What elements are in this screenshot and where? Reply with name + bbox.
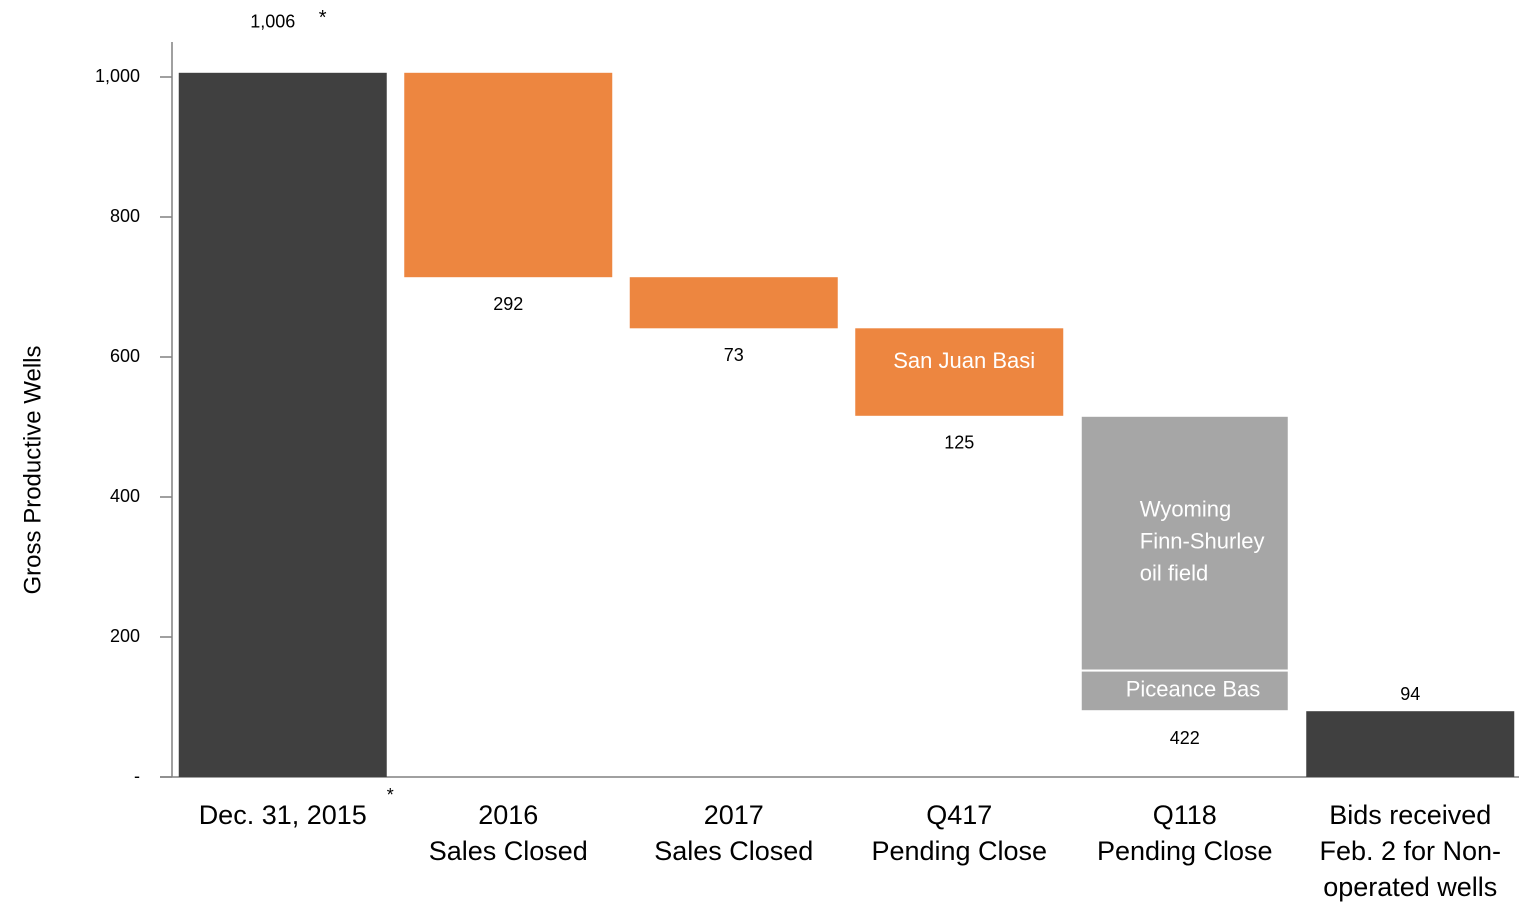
bar-note: San Juan Basi <box>893 348 1035 373</box>
bar-segment <box>1079 669 1290 713</box>
value-marker: * <box>319 7 327 29</box>
y-tick-label: 1,000 <box>95 66 140 86</box>
value-label: 73 <box>724 345 744 365</box>
x-tick-label: Pending Close <box>1097 836 1273 866</box>
y-tick-label: 800 <box>110 206 140 226</box>
segment-label: Finn-Shurley <box>1140 529 1265 554</box>
bar <box>404 72 613 278</box>
y-axis-title: Gross Productive Wells <box>19 346 46 595</box>
x-tick-label: 2016 <box>478 800 538 830</box>
x-tick-label: Sales Closed <box>429 836 588 866</box>
y-tick-label: 400 <box>110 486 140 506</box>
segment-label: Wyoming <box>1140 497 1232 522</box>
bar <box>1306 711 1515 777</box>
bar <box>629 277 838 329</box>
x-tick-label: Feb. 2 for Non- <box>1319 836 1501 866</box>
x-tick-label: operated wells <box>1323 872 1497 902</box>
y-tick-label: 200 <box>110 626 140 646</box>
segment-label: Piceance Bas <box>1126 677 1261 702</box>
x-tick-label: Sales Closed <box>654 836 813 866</box>
value-label: 292 <box>493 294 523 314</box>
value-label: 125 <box>944 433 974 453</box>
bar-segment <box>1079 414 1290 672</box>
x-tick-label: 2017 <box>704 800 764 830</box>
x-tick-label: Q417 <box>926 800 992 830</box>
value-label: 422 <box>1170 728 1200 748</box>
y-tick-label: - <box>134 766 140 786</box>
segment-label: oil field <box>1140 561 1208 586</box>
value-label: 94 <box>1400 684 1420 704</box>
category-marker: * <box>387 785 394 805</box>
y-tick-label: 600 <box>110 346 140 366</box>
value-label: 1,006 <box>250 12 295 32</box>
x-tick-label: Q118 <box>1153 800 1217 830</box>
x-tick-label: Dec. 31, 2015 <box>199 800 367 830</box>
bar <box>855 328 1064 416</box>
bar <box>178 72 387 778</box>
x-tick-label: Pending Close <box>871 836 1047 866</box>
x-tick-label: Bids received <box>1329 800 1491 830</box>
